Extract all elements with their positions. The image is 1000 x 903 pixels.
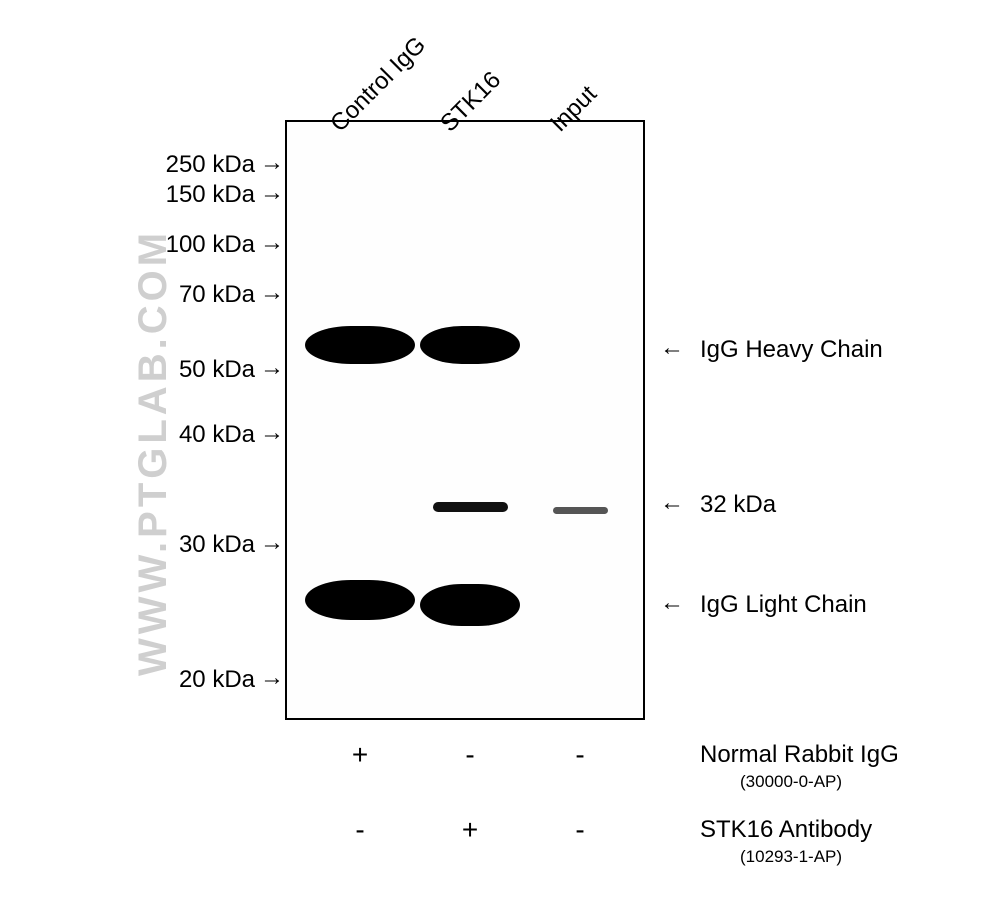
- condition-mark: -: [345, 814, 375, 846]
- condition-mark: -: [455, 739, 485, 771]
- arrow-right-icon: →: [260, 279, 284, 307]
- gel-band: [553, 507, 608, 514]
- right-annotation-label: IgG Light Chain: [700, 591, 867, 619]
- gel-band: [420, 326, 520, 364]
- mw-marker-label: 100 kDa: [166, 231, 255, 259]
- arrow-left-icon: ←: [660, 589, 684, 617]
- condition-row-label: STK16 Antibody: [700, 816, 872, 844]
- arrow-left-icon: ←: [660, 334, 684, 362]
- gel-band: [305, 326, 415, 364]
- arrow-right-icon: →: [260, 354, 284, 382]
- mw-marker-label: 50 kDa: [179, 356, 255, 384]
- condition-mark: -: [565, 739, 595, 771]
- figure-container: WWW.PTGLAB.COM Control IgGSTK16Input250 …: [0, 0, 1000, 903]
- gel-band: [433, 502, 508, 512]
- condition-row-sublabel: (30000-0-AP): [740, 772, 842, 792]
- condition-mark: -: [565, 814, 595, 846]
- arrow-right-icon: →: [260, 419, 284, 447]
- mw-marker-label: 30 kDa: [179, 531, 255, 559]
- right-annotation-label: 32 kDa: [700, 491, 776, 519]
- arrow-right-icon: →: [260, 229, 284, 257]
- blot-area: [285, 120, 645, 720]
- mw-marker-label: 20 kDa: [179, 666, 255, 694]
- condition-mark: +: [345, 739, 375, 771]
- condition-mark: +: [455, 814, 485, 846]
- gel-band: [420, 584, 520, 626]
- arrow-right-icon: →: [260, 664, 284, 692]
- arrow-right-icon: →: [260, 149, 284, 177]
- mw-marker-label: 150 kDa: [166, 181, 255, 209]
- arrow-left-icon: ←: [660, 489, 684, 517]
- mw-marker-label: 40 kDa: [179, 421, 255, 449]
- condition-row-label: Normal Rabbit IgG: [700, 741, 899, 769]
- mw-marker-label: 70 kDa: [179, 281, 255, 309]
- gel-band: [305, 580, 415, 620]
- arrow-right-icon: →: [260, 529, 284, 557]
- mw-marker-label: 250 kDa: [166, 151, 255, 179]
- condition-row-sublabel: (10293-1-AP): [740, 847, 842, 867]
- right-annotation-label: IgG Heavy Chain: [700, 336, 883, 364]
- watermark-text: WWW.PTGLAB.COM: [131, 229, 176, 676]
- arrow-right-icon: →: [260, 179, 284, 207]
